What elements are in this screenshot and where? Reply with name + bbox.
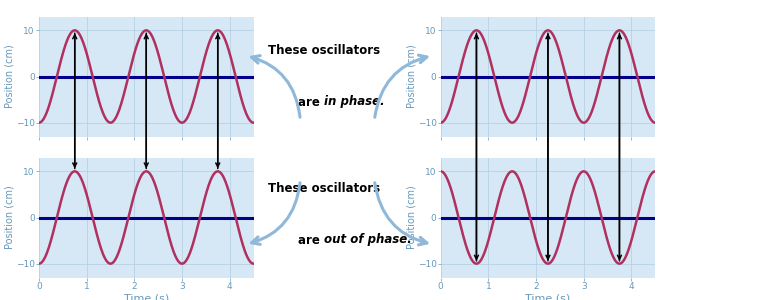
Y-axis label: Position (cm): Position (cm) (406, 186, 417, 249)
Text: These oscillators: These oscillators (268, 44, 380, 57)
Text: are: are (298, 95, 324, 109)
Text: out of phase.: out of phase. (324, 233, 412, 247)
Text: These oscillators: These oscillators (268, 182, 380, 195)
X-axis label: Time (s): Time (s) (123, 293, 169, 300)
X-axis label: Time (s): Time (s) (525, 293, 571, 300)
Text: in phase.: in phase. (324, 95, 385, 109)
Text: are: are (298, 233, 324, 247)
Y-axis label: Position (cm): Position (cm) (5, 45, 15, 108)
Y-axis label: Position (cm): Position (cm) (5, 186, 15, 249)
Y-axis label: Position (cm): Position (cm) (406, 45, 417, 108)
